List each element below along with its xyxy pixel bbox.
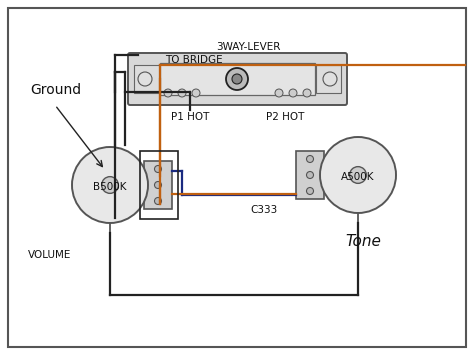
Bar (316, 65, 341, 93)
Text: 3WAY-LEVER: 3WAY-LEVER (216, 42, 281, 52)
Text: A500K: A500K (341, 172, 375, 182)
Circle shape (350, 166, 366, 184)
Circle shape (307, 171, 313, 179)
Text: P2 HOT: P2 HOT (265, 112, 304, 122)
Text: B500K: B500K (93, 182, 127, 192)
Bar (160, 63, 315, 95)
Text: P1 HOT: P1 HOT (171, 112, 210, 122)
Bar (134, 65, 159, 93)
Circle shape (320, 137, 396, 213)
Circle shape (232, 74, 242, 84)
Circle shape (192, 89, 200, 97)
Circle shape (307, 155, 313, 163)
FancyBboxPatch shape (128, 53, 347, 105)
Circle shape (303, 89, 311, 97)
Circle shape (307, 187, 313, 195)
Text: TO BRIDGE: TO BRIDGE (165, 55, 223, 65)
Circle shape (275, 89, 283, 97)
Bar (144, 161, 172, 209)
Text: VOLUME: VOLUME (28, 250, 72, 260)
Circle shape (155, 181, 162, 189)
Circle shape (155, 197, 162, 204)
Circle shape (178, 89, 186, 97)
Circle shape (138, 72, 152, 86)
Circle shape (226, 68, 248, 90)
Text: Ground: Ground (30, 83, 81, 97)
Circle shape (323, 72, 337, 86)
Circle shape (101, 177, 118, 193)
Circle shape (289, 89, 297, 97)
Circle shape (72, 147, 148, 223)
Circle shape (155, 165, 162, 173)
Text: C333: C333 (251, 205, 278, 215)
Bar (296, 151, 324, 199)
Text: Tone: Tone (345, 234, 381, 248)
Circle shape (164, 89, 172, 97)
Bar (140, 151, 178, 219)
